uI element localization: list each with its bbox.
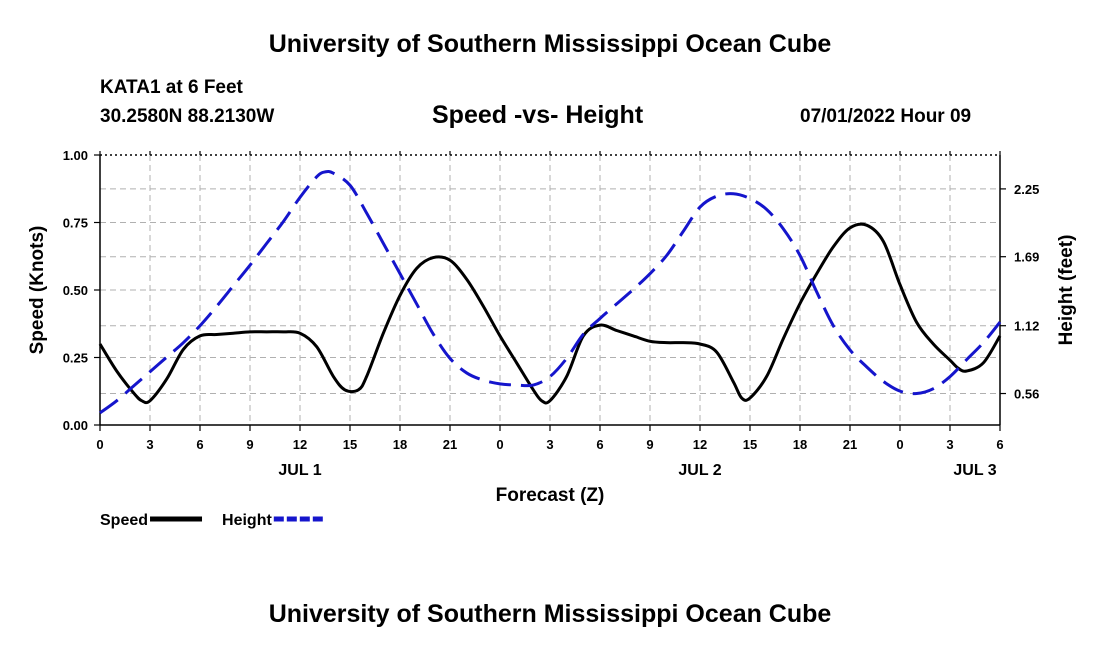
page-title-bottom: University of Southern Mississippi Ocean… (268, 600, 832, 628)
x-axis-title: Forecast (Z) (496, 485, 605, 506)
x-tick-label: 9 (646, 437, 653, 452)
x-tick-label: 3 (546, 437, 553, 452)
date-label: JUL 3 (953, 462, 996, 479)
x-tick-label: 12 (693, 437, 707, 452)
station-label: KATA1 at 6 Feet (100, 77, 243, 98)
page-title: University of Southern Mississippi Ocean… (268, 30, 832, 58)
x-tick-label: 0 (896, 437, 903, 452)
x-tick-label: 0 (96, 437, 103, 452)
y2-axis-title: Height (feet) (1056, 235, 1077, 346)
y2-tick-label: 1.69 (1014, 250, 1039, 265)
x-tick-label: 21 (443, 437, 457, 452)
y-tick-label: 0.75 (63, 216, 88, 231)
x-tick-label: 15 (343, 437, 357, 452)
y-tick-label: 0.00 (63, 418, 88, 433)
x-tick-label: 6 (596, 437, 603, 452)
x-tick-label: 6 (996, 437, 1003, 452)
x-tick-label: 0 (496, 437, 503, 452)
y-tick-label: 0.25 (63, 351, 88, 366)
forecast-datetime: 07/01/2022 Hour 09 (800, 106, 972, 127)
series-line-height (99, 169, 1002, 415)
legend-label-speed: Speed (100, 512, 148, 529)
date-label: JUL 1 (278, 462, 321, 479)
y2-tick-label: 2.25 (1014, 182, 1039, 197)
x-tick-label: 18 (393, 437, 407, 452)
x-tick-label: 12 (293, 437, 307, 452)
y-tick-label: 1.00 (63, 148, 88, 163)
y2-tick-label: 1.12 (1014, 319, 1039, 334)
x-tick-label: 18 (793, 437, 807, 452)
x-tick-label: 21 (843, 437, 857, 452)
series-line-speed (98, 222, 1002, 405)
x-tick-label: 3 (946, 437, 953, 452)
x-tick-label: 6 (196, 437, 203, 452)
y-axis-title: Speed (Knots) (27, 226, 48, 355)
legend-label-height: Height (222, 512, 272, 529)
chart-title: Speed -vs- Height (432, 101, 644, 129)
date-label: JUL 2 (678, 462, 721, 479)
x-tick-label: 9 (246, 437, 253, 452)
station-coordinates: 30.2580N 88.2130W (100, 106, 275, 127)
x-tick-label: 3 (146, 437, 153, 452)
y2-tick-label: 0.56 (1014, 387, 1039, 402)
y-tick-label: 0.50 (63, 283, 88, 298)
x-tick-label: 15 (743, 437, 757, 452)
